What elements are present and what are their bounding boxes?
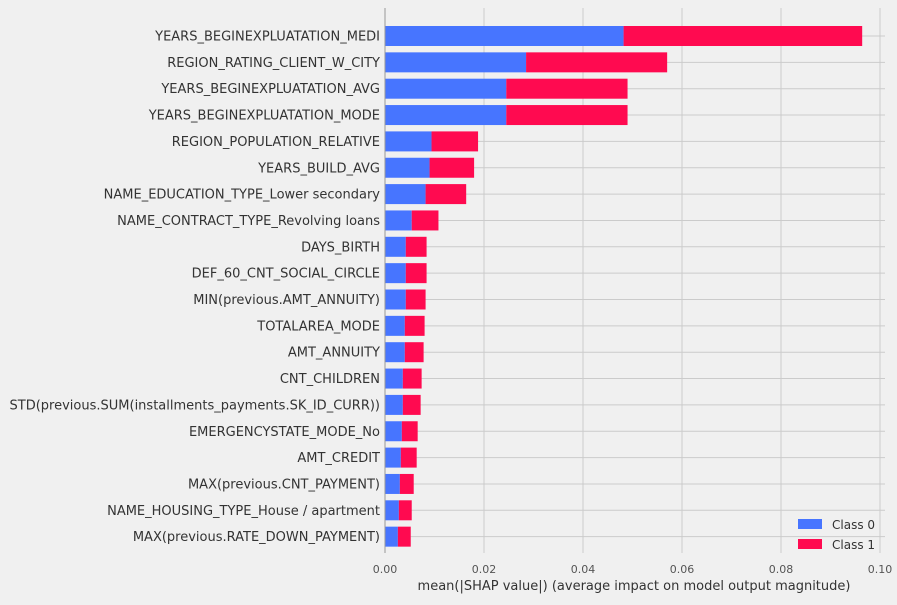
bar-class-0 (385, 342, 405, 363)
category-label: NAME_EDUCATION_TYPE_Lower secondary (104, 188, 381, 203)
bar-class-1 (405, 289, 426, 310)
bar-class-0 (385, 184, 426, 205)
bars (385, 26, 863, 547)
category-label: NAME_HOUSING_TYPE_House / apartment (107, 504, 380, 519)
category-label: REGION_RATING_CLIENT_W_CITY (167, 56, 380, 71)
bar-class-1 (411, 210, 439, 231)
x-axis-label: mean(|SHAP value|) (average impact on mo… (418, 579, 851, 594)
x-tick-label: 0.06 (670, 563, 695, 576)
category-label: MAX(previous.RATE_DOWN_PAYMENT) (133, 530, 380, 545)
x-tick-label: 0.10 (868, 563, 893, 576)
category-label: AMT_CREDIT (297, 451, 380, 466)
legend-label-class-0: Class 0 (832, 518, 875, 532)
bar-class-1 (405, 236, 427, 257)
category-label: TOTALAREA_MODE (256, 319, 380, 334)
category-label: EMERGENCYSTATE_MODE_No (189, 425, 380, 440)
bar-class-0 (385, 500, 399, 521)
bar-class-1 (400, 447, 417, 468)
bar-class-0 (385, 526, 398, 547)
bar-class-0 (385, 315, 405, 336)
category-label: AMT_ANNUITY (288, 346, 380, 361)
legend: Class 0 Class 1 (798, 518, 875, 552)
legend-swatch-class-1 (798, 539, 822, 549)
bar-class-0 (385, 394, 403, 415)
x-tick-labels: 0.00 0.02 0.04 0.06 0.08 0.10 (373, 563, 893, 576)
bar-class-0 (385, 210, 412, 231)
category-label: YEARS_BEGINEXPLUATATION_MODE (148, 109, 380, 124)
bar-class-0 (385, 105, 507, 126)
bar-class-1 (506, 105, 628, 126)
bar-class-1 (623, 26, 863, 46)
bar-class-1 (397, 526, 411, 547)
bar-class-0 (385, 473, 400, 494)
legend-label-class-1: Class 1 (832, 538, 875, 552)
bar-class-0 (385, 236, 406, 257)
category-label: CNT_CHILDREN (280, 372, 380, 387)
bar-class-0 (385, 421, 402, 442)
bar-class-1 (431, 131, 479, 152)
bar-class-0 (385, 447, 401, 468)
bar-class-0 (385, 131, 432, 152)
category-label: YEARS_BEGINEXPLUATATION_AVG (160, 82, 380, 97)
category-label: STD(previous.SUM(installments_payments.S… (10, 398, 380, 413)
category-label: DEF_60_CNT_SOCIAL_CIRCLE (192, 267, 380, 282)
legend-swatch-class-0 (798, 519, 822, 529)
category-label: NAME_CONTRACT_TYPE_Revolving loans (117, 214, 380, 229)
bar-class-0 (385, 78, 507, 99)
category-label: YEARS_BEGINEXPLUATATION_MEDI (154, 30, 380, 45)
x-tick-label: 0.08 (769, 563, 794, 576)
bar-class-0 (385, 263, 406, 284)
x-tick-label: 0.02 (472, 563, 497, 576)
bar-class-1 (429, 157, 475, 178)
bar-class-1 (405, 263, 427, 284)
category-label: MAX(previous.CNT_PAYMENT) (188, 477, 380, 492)
x-tick-label: 0.04 (571, 563, 596, 576)
bar-class-0 (385, 289, 406, 310)
category-label: MIN(previous.AMT_ANNUITY) (193, 293, 380, 308)
bar-class-1 (404, 315, 425, 336)
bar-class-0 (385, 52, 527, 73)
bar-class-1 (506, 78, 628, 99)
bar-class-1 (425, 184, 467, 205)
bar-class-0 (385, 368, 403, 389)
bar-class-1 (526, 52, 668, 73)
bar-class-1 (402, 368, 422, 389)
x-tick-label: 0.00 (373, 563, 398, 576)
bar-class-0 (385, 157, 430, 178)
bar-class-1 (402, 394, 421, 415)
category-labels: YEARS_BEGINEXPLUATATION_MEDI REGION_RATIN… (10, 30, 381, 546)
category-label: REGION_POPULATION_RELATIVE (172, 135, 380, 150)
bar-class-1 (401, 421, 418, 442)
bar-class-1 (404, 342, 424, 363)
bar-class-1 (398, 500, 412, 521)
category-label: YEARS_BUILD_AVG (257, 161, 380, 176)
bar-class-1 (399, 473, 414, 494)
bar-class-0 (385, 26, 624, 46)
category-label: DAYS_BIRTH (301, 240, 380, 255)
